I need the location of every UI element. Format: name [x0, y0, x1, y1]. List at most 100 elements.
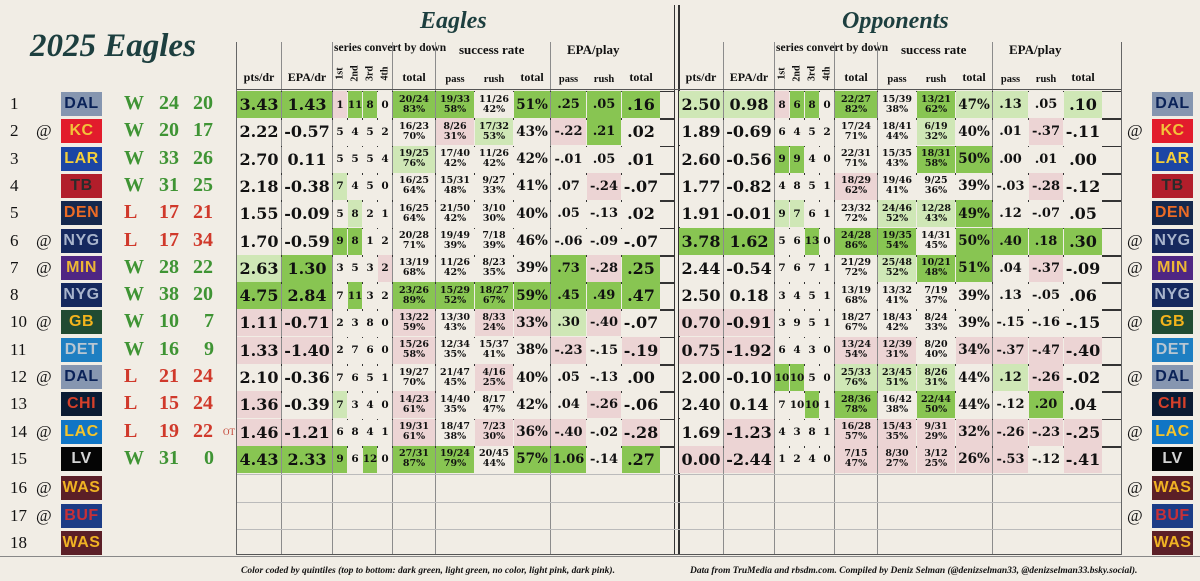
- eagles-sr-pass: 8/26 31%: [436, 118, 474, 146]
- opponents-down-1: 6: [775, 336, 789, 364]
- count-value: 23/26: [399, 284, 429, 296]
- opponents-ptsdr: 2.40: [679, 391, 723, 419]
- pct-value: 31%: [924, 376, 948, 388]
- eagles-sr-rush: 7/23 30%: [475, 418, 513, 446]
- eagles-down-4: 4: [378, 145, 392, 173]
- section-eagles: Eagles: [420, 8, 487, 34]
- eagles-epa-pass: -.06: [551, 227, 586, 255]
- opponents-down-3: 5: [805, 364, 819, 391]
- eagles-ptsdr: 4.75: [237, 282, 281, 310]
- team-logo: KC: [61, 119, 102, 144]
- count-value: 15/29: [440, 284, 470, 296]
- opponents-sr-pass: 18/41 44%: [878, 118, 916, 146]
- opponents-epa-pass: -.03: [993, 172, 1028, 200]
- eagles-score: 31: [159, 446, 179, 469]
- eagles-epa-rush: .49: [587, 282, 621, 310]
- opponents-sr-pass: 19/35 54%: [878, 227, 916, 255]
- eagles-down-1: 9: [333, 445, 347, 473]
- game-number: 10: [10, 312, 27, 332]
- team-logo-right: GB: [1152, 310, 1193, 335]
- pct-value: 43%: [924, 212, 948, 224]
- eagles-down-1: 9: [333, 227, 347, 255]
- pct-value: 87%: [402, 458, 426, 470]
- eagles-down-1: 7: [333, 391, 347, 419]
- opponents-epa-rush: .18: [1029, 227, 1063, 255]
- count-value: 21/47: [440, 366, 470, 378]
- team-logo-right: WAS: [1152, 530, 1193, 555]
- count-value: 18/43: [882, 311, 912, 323]
- team-logo: DAL: [61, 92, 102, 116]
- team-logo-right: KC: [1152, 119, 1193, 144]
- result-wl: W: [124, 310, 144, 333]
- opponents-col-total-sr: total: [962, 70, 986, 84]
- opponents-sr-total: 39%: [956, 309, 992, 337]
- eagles-series-total: 16/23 70%: [393, 118, 435, 146]
- eagles-score: 28: [159, 255, 179, 278]
- count-value: 17/32: [479, 120, 509, 132]
- eagles-series-total: 20/24 83%: [393, 91, 435, 118]
- eagles-ptsdr: 2.63: [237, 254, 281, 282]
- eagles-score: 10: [159, 310, 179, 333]
- eagles-down-1: 7: [333, 364, 347, 391]
- count-value: 3/10: [482, 202, 506, 214]
- away-marker-right: @: [1127, 478, 1143, 498]
- count-value: 11/26: [479, 93, 509, 105]
- eagles-down-2: 3: [348, 391, 362, 419]
- eagles-series-total: 16/25 64%: [393, 200, 435, 228]
- opponents-series-total: 16/28 57%: [835, 418, 877, 446]
- pct-value: 61%: [402, 403, 426, 415]
- count-value: 9/25: [924, 175, 948, 187]
- count-value: 11/26: [479, 148, 509, 160]
- count-value: 24/28: [841, 230, 871, 241]
- opponents-down-3: 5: [805, 118, 819, 146]
- opponents-epa-rush: -.37: [1029, 254, 1063, 282]
- eagles-down-3: 6: [363, 336, 377, 364]
- game-number: 7: [10, 257, 19, 277]
- opponents-down-2: 8: [790, 172, 804, 200]
- opponents-epa-rush: .01: [1029, 145, 1063, 173]
- count-value: 19/25: [399, 148, 429, 160]
- eagles-ptsdr: 2.18: [237, 172, 281, 200]
- eagles-down-1: 5: [333, 145, 347, 173]
- pct-value: 35%: [885, 431, 909, 443]
- eagles-series-total: 13/19 68%: [393, 254, 435, 282]
- pct-value: 41%: [885, 185, 909, 197]
- opponents-col-divider: [834, 42, 835, 555]
- game-number: 1: [10, 94, 19, 113]
- eagles-score: 17: [159, 201, 179, 224]
- eagles-col-rush-sr: rush: [483, 74, 505, 85]
- game-number: 5: [10, 203, 19, 223]
- opponents-epa-pass: .04: [993, 254, 1028, 282]
- opponents-down-4: 1: [820, 391, 834, 419]
- count-value: 22/31: [841, 148, 871, 160]
- opponents-epa-rush: .20: [1029, 391, 1063, 419]
- eagles-ptsdr: 1.55: [237, 200, 281, 228]
- opponent-score: 21: [193, 201, 213, 224]
- count-value: 8/30: [885, 448, 909, 460]
- eagles-down-4: 1: [378, 200, 392, 228]
- eagles-epadr: -0.71: [282, 309, 332, 337]
- opponents-epadr: -0.82: [724, 172, 774, 200]
- team-logo-right: LAR: [1152, 146, 1193, 171]
- eagles-down-1: 7: [333, 282, 347, 310]
- count-value: 25/33: [841, 366, 871, 378]
- opponent-score: 26: [193, 146, 213, 169]
- eagles-col-total-epa: total: [629, 70, 653, 84]
- team-logo: CHI: [61, 392, 102, 417]
- eagles-epadr: -0.38: [282, 172, 332, 200]
- eagles-epa-rush: -.02: [587, 418, 621, 446]
- count-value: 15/35: [882, 148, 912, 160]
- pct-value: 54%: [885, 240, 909, 251]
- opponents-down-3: 10: [805, 391, 819, 419]
- count-value: 11/26: [440, 257, 470, 269]
- eagles-down-1: 2: [333, 309, 347, 337]
- eagles-col-epadr: EPA/dr: [287, 70, 327, 84]
- eagles-sr-rush: 7/18 39%: [475, 227, 513, 255]
- opponents-epadr: -0.56: [724, 145, 774, 173]
- away-marker-right: @: [1127, 312, 1143, 332]
- opponents-epadr: -2.44: [724, 445, 774, 473]
- team-logo: MIN: [61, 255, 102, 280]
- pct-value: 58%: [924, 158, 948, 170]
- team-logo-right: LV: [1152, 446, 1193, 471]
- eagles-header-epa: EPA/play: [567, 42, 620, 57]
